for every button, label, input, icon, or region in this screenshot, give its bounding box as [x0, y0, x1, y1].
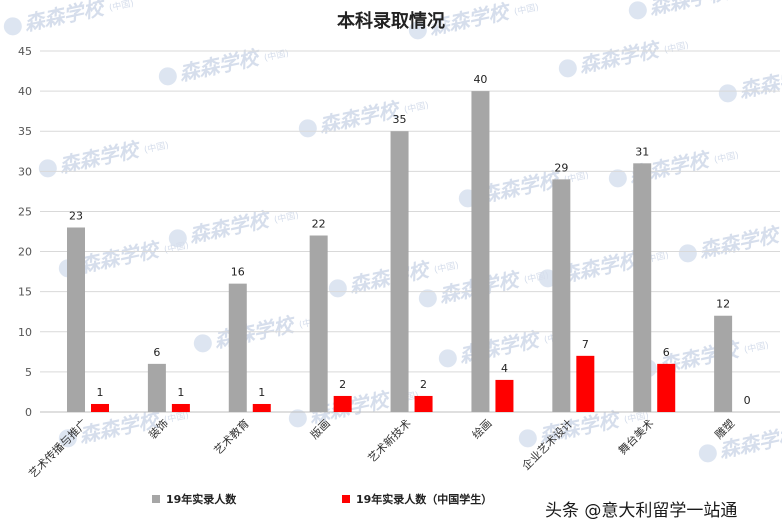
legend: 19年实录人数 19年实录人数（中国学生）: [152, 492, 492, 506]
data-label: 12: [716, 298, 730, 311]
bar: [309, 235, 328, 412]
data-label: 35: [393, 113, 407, 126]
bar: [657, 363, 676, 412]
bar: [252, 403, 271, 412]
bar: [576, 355, 595, 412]
data-label: 7: [582, 338, 589, 351]
data-label: 2: [339, 378, 346, 391]
watermark-globe-icon: [538, 269, 557, 288]
watermark-globe-icon: [678, 244, 697, 263]
data-label: 1: [97, 386, 104, 399]
data-label: 6: [153, 346, 160, 359]
watermark-globe-icon: [698, 444, 717, 463]
data-label: 6: [663, 346, 670, 359]
bar: [552, 179, 571, 412]
data-label: 23: [69, 209, 83, 222]
data-label: 2: [420, 378, 427, 391]
y-tick-label: 10: [18, 326, 32, 339]
watermark-globe-icon: [38, 159, 57, 178]
watermark-globe-icon: [628, 1, 647, 20]
bar: [714, 315, 733, 412]
y-tick-label: 15: [18, 286, 32, 299]
bar: [333, 395, 352, 412]
watermark-globe-icon: [408, 21, 427, 40]
watermark-globe-icon: [288, 409, 307, 428]
watermark-globe-icon: [58, 429, 77, 448]
bar: [91, 403, 109, 412]
bar: [414, 395, 433, 412]
bar: [471, 91, 490, 412]
bar: [390, 131, 409, 412]
legend-label: 19年实录人数（中国学生）: [356, 492, 492, 506]
watermark-globe-icon: [168, 229, 187, 248]
data-label: 16: [231, 266, 245, 279]
watermark-globe-icon: [3, 17, 22, 36]
watermark-globe-icon: [438, 349, 457, 368]
bar: [147, 363, 166, 412]
watermark-globe-icon: [518, 429, 537, 448]
y-tick-label: 45: [18, 45, 32, 58]
bar: [228, 283, 247, 412]
data-label: 4: [501, 362, 508, 375]
watermark-globe-icon: [298, 119, 317, 138]
bar: [633, 163, 652, 412]
watermark-globe-icon: [158, 67, 177, 86]
watermark-globe-icon: [718, 84, 737, 103]
watermark-globe-icon: [328, 279, 347, 298]
data-label: 31: [635, 145, 649, 158]
watermark-globe-icon: [418, 289, 437, 308]
y-tick-label: 5: [25, 366, 32, 379]
y-tick-label: 25: [18, 205, 32, 218]
watermark-globe-icon: [193, 334, 212, 353]
watermark-globe-icon: [608, 169, 627, 188]
y-axis-ticks: 0 5 10 15 20 25 30 35 40 45: [18, 45, 32, 419]
y-tick-label: 0: [25, 406, 32, 419]
y-tick-label: 30: [18, 165, 32, 178]
data-label: 29: [554, 161, 568, 174]
data-label: 40: [473, 73, 487, 86]
bar: [171, 403, 190, 412]
y-tick-label: 40: [18, 85, 32, 98]
legend-label: 19年实录人数: [166, 492, 237, 506]
bar: [67, 227, 85, 412]
data-label: 22: [312, 218, 326, 231]
chart-title: 本科录取情况: [337, 10, 445, 32]
legend-swatch: [342, 495, 350, 503]
data-label: 1: [177, 386, 184, 399]
data-label: 1: [258, 386, 265, 399]
data-label: 0: [744, 394, 751, 407]
y-tick-label: 20: [18, 246, 32, 259]
legend-swatch: [152, 495, 160, 503]
y-tick-label: 35: [18, 125, 32, 138]
watermark-globe-icon: [558, 59, 577, 78]
footer-watermark-text: 头条 @意大利留学一站通: [545, 501, 738, 521]
bar: [495, 379, 514, 412]
